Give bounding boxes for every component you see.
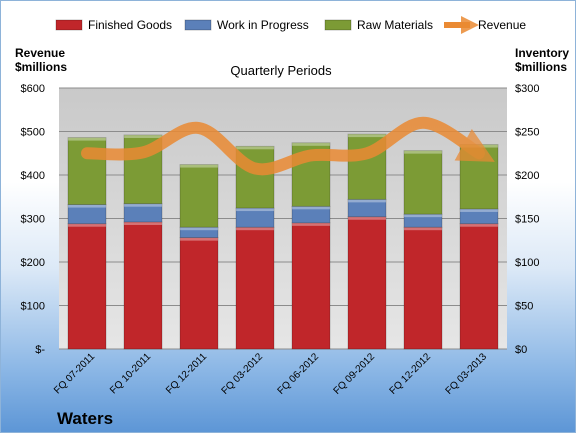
bar-work-in-progress — [123, 203, 163, 223]
bar-finished-goods — [459, 223, 499, 350]
bar-highlight — [180, 237, 218, 241]
bars-group — [67, 133, 499, 350]
legend-label: Finished Goods — [88, 18, 172, 32]
legend-swatch — [324, 19, 352, 31]
bar-highlight — [404, 214, 442, 218]
bar-finished-goods — [67, 223, 107, 350]
bar-highlight — [236, 208, 274, 212]
chart-subtitle: Quarterly Periods — [230, 63, 332, 78]
x-tick-label: FQ 07-2011 — [52, 351, 97, 396]
x-tick-label: FQ 10-2011 — [108, 351, 153, 396]
bar-highlight — [404, 150, 442, 154]
left-tick-label: $200 — [21, 257, 45, 269]
bar-highlight — [236, 146, 274, 150]
legend-label: Raw Materials — [357, 18, 433, 32]
left-tick-label: $- — [35, 344, 45, 356]
left-axis-ticks: $- $100 $200 $300 $400 $500 $600 — [21, 83, 46, 356]
bar-highlight — [124, 134, 162, 138]
x-tick-label: FQ 03-2012 — [220, 351, 266, 397]
bar-highlight — [292, 142, 330, 146]
bar-work-in-progress — [67, 204, 107, 225]
legend-label: Revenue — [478, 18, 526, 32]
bar-finished-goods — [123, 221, 163, 350]
bar-highlight — [292, 206, 330, 210]
right-tick-label: $150 — [515, 214, 539, 226]
revenue-line-group — [81, 116, 495, 176]
bar-finished-goods — [179, 237, 219, 350]
bar-work-in-progress — [291, 205, 331, 224]
legend-label: Work in Progress — [217, 18, 309, 32]
right-tick-label: $0 — [515, 344, 527, 356]
company-name: Waters — [57, 409, 113, 428]
bar-highlight — [68, 204, 106, 208]
bar-finished-goods — [235, 226, 275, 350]
bar-highlight — [292, 222, 330, 226]
bar-highlight — [68, 223, 106, 227]
left-axis-label-line1: Revenue — [15, 46, 65, 60]
bar-highlight — [180, 227, 218, 231]
bar-highlight — [124, 203, 162, 207]
left-axis-label-line2: $millions — [15, 60, 67, 74]
right-axis-label-line2: $millions — [515, 60, 567, 74]
bar-highlight — [404, 227, 442, 231]
bar-finished-goods — [403, 226, 443, 350]
bar-highlight — [348, 199, 386, 203]
right-tick-label: $100 — [515, 257, 539, 269]
x-tick-label: FQ 03-2013 — [444, 351, 490, 397]
bar-highlight — [460, 208, 498, 212]
bar-highlight — [236, 227, 274, 231]
x-axis-labels: FQ 07-2011 FQ 10-2011 FQ 12-2011 FQ 03-2012… — [52, 351, 489, 397]
bar-highlight — [68, 137, 106, 141]
left-tick-label: $500 — [21, 127, 45, 139]
bar-highlight — [348, 216, 386, 220]
left-tick-label: $100 — [21, 301, 45, 313]
x-tick-label: FQ 06-2012 — [276, 351, 322, 397]
bar-finished-goods — [291, 222, 331, 350]
bar-raw-materials — [179, 164, 219, 228]
x-tick-label: FQ 09-2012 — [332, 351, 378, 397]
left-tick-label: $300 — [21, 214, 45, 226]
left-tick-label: $600 — [21, 83, 45, 95]
right-tick-label: $300 — [515, 83, 539, 95]
bar-highlight — [180, 164, 218, 168]
legend: Finished Goods Work in Progress Raw Materi… — [55, 16, 526, 34]
bar-highlight — [460, 223, 498, 227]
legend-swatch — [55, 19, 83, 31]
legend-swatch — [184, 19, 212, 31]
right-tick-label: $250 — [515, 127, 539, 139]
bar-highlight — [348, 134, 386, 138]
bar-raw-materials — [403, 150, 443, 215]
left-tick-label: $400 — [21, 170, 45, 182]
bar-highlight — [124, 221, 162, 225]
right-axis-label-line1: Inventory — [515, 46, 569, 60]
right-tick-label: $200 — [515, 170, 539, 182]
bar-finished-goods — [347, 216, 387, 350]
x-tick-label: FQ 12-2011 — [164, 351, 209, 396]
right-tick-label: $50 — [515, 301, 533, 313]
x-tick-label: FQ 12-2012 — [388, 351, 434, 397]
right-axis-ticks: $0 $50 $100 $150 $200 $250 $300 — [515, 83, 539, 356]
revenue-line — [81, 116, 495, 176]
